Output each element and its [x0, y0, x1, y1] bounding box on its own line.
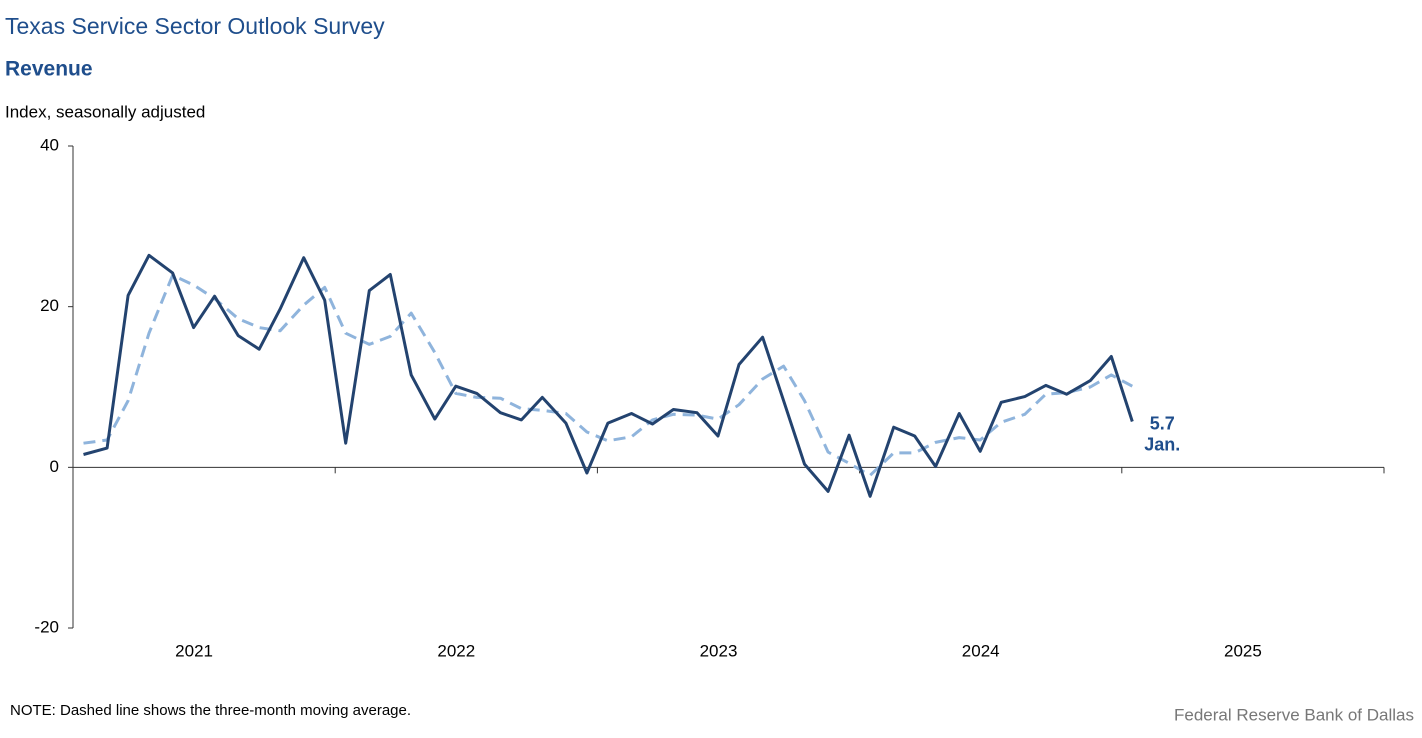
chart-title: Texas Service Sector Outlook Survey: [5, 13, 385, 39]
y-tick-label: -20: [34, 617, 59, 636]
x-tick-label: 2023: [700, 641, 738, 660]
source: Federal Reserve Bank of Dallas: [1174, 705, 1414, 724]
y-axis-label: Index, seasonally adjusted: [5, 102, 205, 121]
data-line: [83, 253, 1134, 498]
x-tick-label: 2025: [1224, 641, 1262, 660]
x-tick-label: 2021: [175, 641, 213, 660]
y-tick-label: 0: [50, 457, 59, 476]
y-tick-label: 40: [40, 135, 59, 154]
moving-average-line: [83, 273, 1134, 477]
x-tick-label: 2022: [437, 641, 475, 660]
note: NOTE: Dashed line shows the three-month …: [10, 702, 411, 719]
annotation: Jan.: [1144, 434, 1180, 454]
data-label: 5.7: [1150, 413, 1175, 433]
x-tick-label: 2024: [962, 641, 1000, 660]
y-tick-label: 20: [40, 296, 59, 315]
chart-subtitle: Revenue: [5, 58, 93, 81]
